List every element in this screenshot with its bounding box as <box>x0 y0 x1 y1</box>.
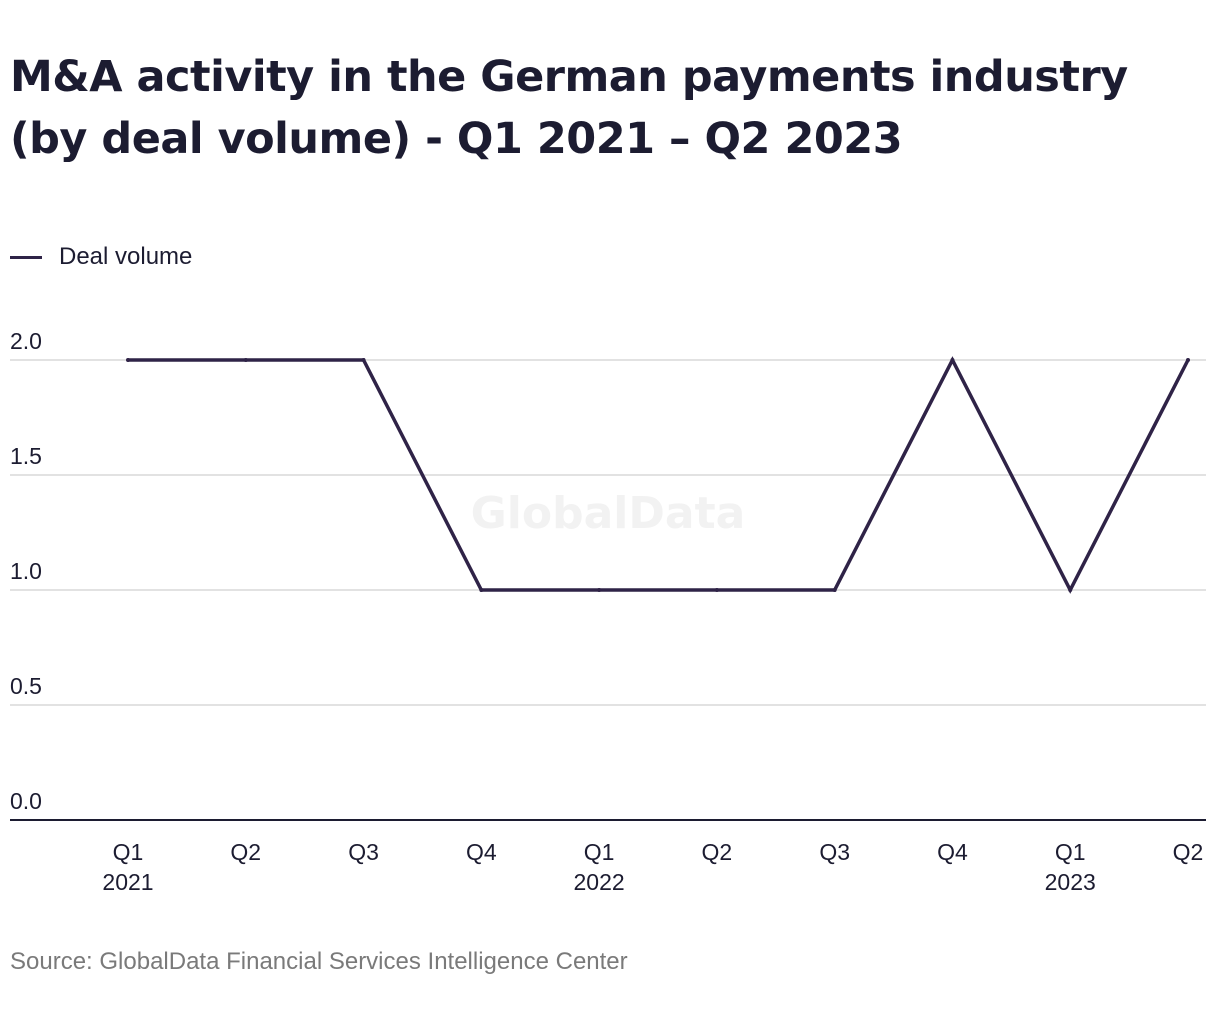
y-tick-label: 0.5 <box>10 673 42 699</box>
chart-title: M&A activity in the German payments indu… <box>10 52 1128 164</box>
y-tick-label: 0.0 <box>10 788 42 814</box>
x-tick-label: Q3 <box>348 839 379 865</box>
y-tick-label: 2.0 <box>10 328 42 354</box>
legend-label: Deal volume <box>59 243 193 270</box>
legend-line-swatch <box>10 255 42 259</box>
data-point <box>126 358 130 362</box>
x-tick-label: Q2 <box>702 839 733 865</box>
data-point <box>243 358 248 362</box>
x-tick-label: Q3 <box>819 839 850 865</box>
watermark: GlobalData <box>471 488 746 539</box>
data-point <box>714 588 719 592</box>
data-point <box>361 358 366 362</box>
line-chart: GlobalData 0.0 0.5 1.0 1.5 2.0 Q1 2021 Q2 Q3 Q4 Q1 2… <box>10 328 1206 895</box>
legend: Deal volume <box>10 243 193 270</box>
x-tick-label: Q1 <box>584 839 615 865</box>
x-tick-year-label: 2022 <box>574 869 625 895</box>
data-point <box>597 588 602 592</box>
x-tick-year-label: 2021 <box>102 869 153 895</box>
x-tick-label: Q4 <box>466 839 497 865</box>
data-point <box>479 588 484 592</box>
source-note: Source: GlobalData Financial Services In… <box>10 948 628 975</box>
y-tick-label: 1.0 <box>10 558 42 584</box>
data-point <box>832 588 837 592</box>
x-tick-label: Q2 <box>1173 839 1204 865</box>
data-point <box>950 358 955 362</box>
series-line-deal-volume <box>128 356 1190 594</box>
x-tick-label: Q1 <box>113 839 144 865</box>
x-tick-label: Q4 <box>937 839 968 865</box>
x-tick-year-label: 2023 <box>1045 869 1096 895</box>
data-point <box>1186 358 1190 362</box>
data-point <box>1068 588 1073 592</box>
x-tick-label: Q1 <box>1055 839 1086 865</box>
y-tick-label: 1.5 <box>10 443 42 469</box>
x-tick-label: Q2 <box>230 839 261 865</box>
